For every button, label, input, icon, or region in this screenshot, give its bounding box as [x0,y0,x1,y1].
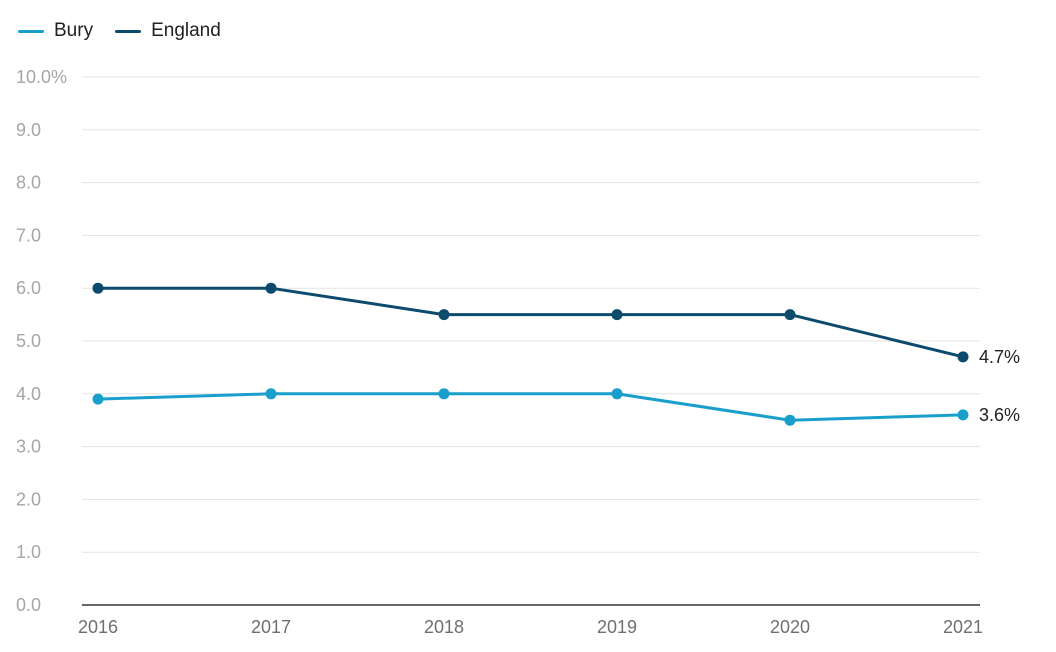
y-tick-label: 3.0 [16,437,41,457]
x-tick-label: 2016 [78,617,118,637]
y-tick-label: 7.0 [16,225,41,245]
y-tick-label: 10.0% [16,67,67,87]
legend-item-bury[interactable]: Bury [18,20,93,42]
data-point-england[interactable] [265,282,277,294]
end-label-england: 4.7% [979,347,1020,367]
series-line-bury [97,392,964,422]
legend-swatch-bury [18,29,44,33]
x-tick-label: 2017 [251,617,291,637]
data-point-bury[interactable] [957,409,969,421]
data-point-bury[interactable] [265,388,277,400]
x-tick-label: 2021 [943,617,983,637]
data-point-bury[interactable] [438,388,450,400]
y-tick-label: 1.0 [16,542,41,562]
y-tick-label: 0.0 [16,595,41,615]
x-tick-label: 2020 [770,617,810,637]
x-tick-label: 2018 [424,617,464,637]
legend: Bury England [18,20,221,42]
legend-swatch-england [115,29,142,33]
data-point-england[interactable] [438,309,450,321]
x-tick-label: 2019 [597,617,637,637]
y-tick-label: 8.0 [16,173,41,193]
series-line-england [98,286,964,359]
y-tick-label: 4.0 [16,384,41,404]
data-point-england[interactable] [92,282,104,294]
legend-item-england[interactable]: England [115,20,221,42]
legend-label-bury: Bury [54,20,94,41]
y-tick-label: 5.0 [16,331,41,351]
y-tick-label: 2.0 [16,489,41,509]
data-point-england[interactable] [957,351,969,363]
data-point-bury[interactable] [784,414,796,426]
data-point-england[interactable] [784,309,796,321]
data-point-bury[interactable] [92,393,104,405]
end-label-bury: 3.6% [979,405,1020,425]
y-tick-label: 6.0 [16,278,41,298]
legend-label-england: England [151,20,221,41]
y-tick-label: 9.0 [16,120,41,140]
data-point-england[interactable] [611,309,623,321]
data-point-bury[interactable] [611,388,623,400]
